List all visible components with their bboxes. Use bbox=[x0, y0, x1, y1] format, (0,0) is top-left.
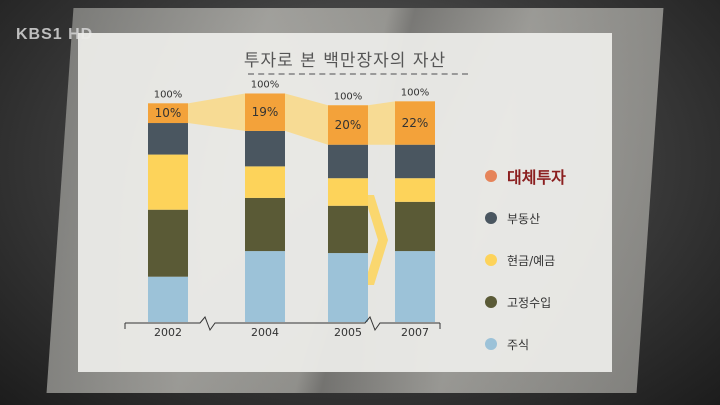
top-total-label: 100% bbox=[154, 89, 183, 100]
legend: 대체투자 부동산 현금/예금 고정수입 주식 bbox=[485, 162, 566, 372]
bar-segment bbox=[245, 251, 285, 322]
alternative-investment-band bbox=[148, 93, 435, 145]
bar-segment bbox=[395, 144, 435, 179]
x-tick-label: 2002 bbox=[154, 326, 182, 339]
legend-label: 고정수입 bbox=[507, 295, 552, 310]
bar-segment bbox=[148, 154, 188, 210]
bar-segment bbox=[148, 276, 188, 322]
bar-segment bbox=[395, 201, 435, 252]
x-tick-label: 2005 bbox=[334, 326, 362, 339]
trend-arrow bbox=[364, 195, 388, 285]
alternative-percent-label: 20% bbox=[335, 118, 362, 132]
legend-swatch bbox=[485, 254, 497, 266]
legend-label: 현금/예금 bbox=[507, 253, 556, 268]
bar-segment bbox=[328, 178, 368, 206]
legend-swatch bbox=[485, 170, 497, 182]
alternative-percent-label: 10% bbox=[155, 106, 182, 120]
legend-item-real-estate: 부동산 bbox=[485, 204, 566, 232]
broadcaster-logo: KBS1 HD bbox=[16, 26, 94, 43]
legend-item-fixed-income: 고정수입 bbox=[485, 288, 566, 316]
legend-label: 대체투자 bbox=[507, 168, 566, 187]
bar-segment bbox=[328, 205, 368, 254]
x-tick-label: 2004 bbox=[251, 326, 279, 339]
bar-segment bbox=[148, 123, 188, 155]
legend-swatch bbox=[485, 296, 497, 308]
bar-segment bbox=[148, 209, 188, 277]
bar-segment bbox=[148, 103, 188, 124]
top-total-label: 100% bbox=[401, 87, 430, 98]
bar-segment bbox=[245, 197, 285, 252]
title-underline bbox=[248, 73, 468, 75]
x-tick-label: 2007 bbox=[401, 326, 429, 339]
bar-segment bbox=[328, 144, 368, 179]
legend-item-alternative: 대체투자 bbox=[485, 162, 566, 190]
legend-item-stocks: 주식 bbox=[485, 330, 566, 358]
bar-segment bbox=[245, 166, 285, 198]
legend-label: 부동산 bbox=[507, 211, 541, 226]
x-axis-with-breaks bbox=[125, 316, 440, 332]
legend-swatch bbox=[485, 338, 497, 350]
bar-segment bbox=[328, 253, 368, 322]
bar-segment bbox=[395, 101, 435, 145]
bar-segment bbox=[395, 178, 435, 202]
legend-label: 주식 bbox=[507, 337, 530, 352]
legend-item-cash: 현금/예금 bbox=[485, 246, 566, 274]
bar-segment bbox=[245, 130, 285, 167]
bar-segment bbox=[395, 251, 435, 322]
alternative-percent-label: 22% bbox=[402, 116, 429, 130]
chart-title: 투자로 본 백만장자의 자산 bbox=[243, 51, 447, 71]
legend-swatch bbox=[485, 212, 497, 224]
bar-segment bbox=[328, 105, 368, 145]
bar-segment bbox=[245, 93, 285, 131]
top-total-label: 100% bbox=[251, 79, 280, 90]
top-total-label: 100% bbox=[334, 91, 363, 102]
alternative-percent-label: 19% bbox=[252, 105, 279, 119]
